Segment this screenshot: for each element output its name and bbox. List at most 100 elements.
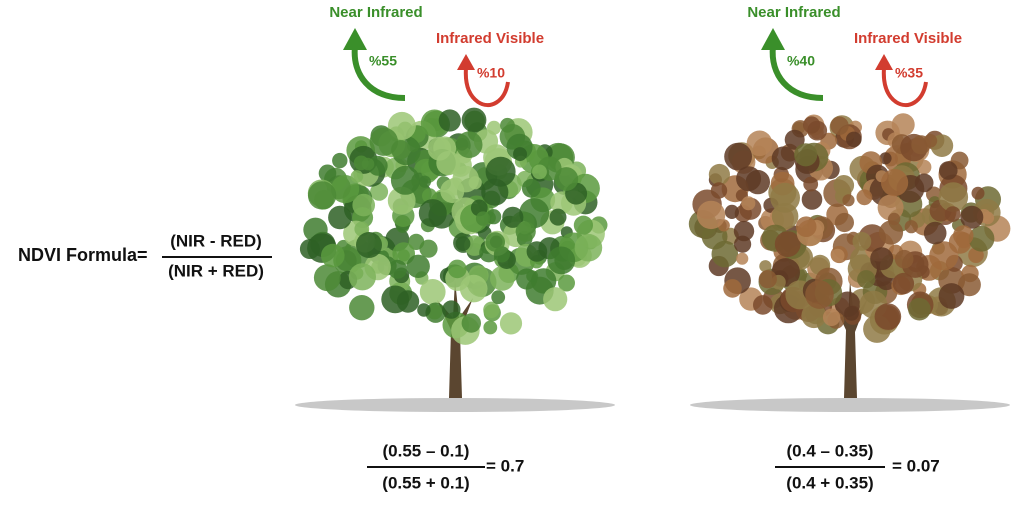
foliage [573,215,594,235]
foliage [842,194,855,207]
foliage [332,152,348,169]
foliage [801,189,823,210]
foliage [894,249,914,269]
foliage [461,313,481,333]
foliage [834,291,861,317]
shadow [690,398,1010,412]
foliage [491,290,506,305]
foliage [530,268,557,294]
foliage [543,287,568,312]
foliage [794,143,818,167]
calc-denominator: (0.4 + 0.35) [786,473,873,492]
calc-result: = 0.7 [486,456,524,475]
foliage [348,263,376,291]
foliage [369,127,398,156]
red-percent: %10 [477,65,505,81]
foliage [759,260,772,273]
foliage [734,235,752,253]
foliage [370,182,389,201]
foliage [521,178,541,198]
foliage [485,156,516,187]
foliage [558,274,575,292]
arrow-shaft [463,67,510,108]
foliage [892,272,915,295]
foliage [515,221,536,242]
foliage [516,268,538,290]
foliage [361,157,375,171]
foliage [352,193,376,217]
foliage [554,167,579,191]
foliage [960,205,984,229]
foliage [696,200,726,230]
nir-label: Near Infrared [329,4,422,21]
foliage [328,205,352,230]
foliage [485,232,506,252]
foliage [350,170,364,183]
foliage [418,175,431,188]
foliage [513,147,527,162]
foliage [758,270,777,289]
foliage [724,204,740,219]
arrow-head [343,28,367,50]
foliage [741,196,756,211]
foliage [953,225,974,246]
foliage [442,300,461,319]
foliage [944,206,961,223]
foliage [418,199,447,228]
foliage [455,131,483,158]
foliage [455,236,471,252]
calc-numerator: (0.55 – 0.1) [383,441,470,460]
foliage [519,198,550,229]
foliage [736,252,749,265]
foliage [419,279,446,305]
foliage [440,179,465,204]
foliage [857,270,876,289]
foliage [830,116,849,135]
red-label: Infrared Visible [854,30,962,47]
formula-numerator: (NIR - RED) [170,231,262,250]
arrow-shaft [769,45,824,101]
nir-arrow [343,28,406,101]
foliage [475,211,491,226]
foliage [356,232,382,258]
foliage [307,181,337,210]
foliage [911,135,931,155]
formula-denominator: (NIR + RED) [168,261,264,280]
foliage [426,304,443,320]
foliage [299,239,320,259]
foliage [321,243,345,268]
foliage [313,264,341,292]
foliage [856,189,873,206]
foliage [846,131,862,148]
foliage [874,303,902,330]
foliage [427,137,452,161]
red-percent: %35 [895,65,923,81]
foliage [784,129,805,150]
trees [295,107,1011,412]
foliage [724,142,752,171]
foliage [879,152,892,165]
arrow-head [457,54,475,70]
foliage [419,239,438,258]
foliage [923,221,947,245]
foliage [526,241,548,262]
foliage [547,246,576,275]
foliage [801,303,827,329]
arrow-shaft [881,67,928,108]
foliage [733,220,755,242]
foliage [483,301,500,318]
foliage [939,161,958,180]
nir-percent: %55 [369,53,397,69]
calc-numerator: (0.4 – 0.35) [787,441,874,460]
foliage [490,266,515,291]
foliage [753,295,773,315]
foliage [803,116,821,134]
foliage [830,248,845,263]
foliage [938,182,969,212]
calc-denominator: (0.55 + 0.1) [382,473,469,492]
nir-percent: %40 [787,53,815,69]
foliage [708,163,731,186]
foliage [349,295,375,321]
foliage [448,259,467,279]
